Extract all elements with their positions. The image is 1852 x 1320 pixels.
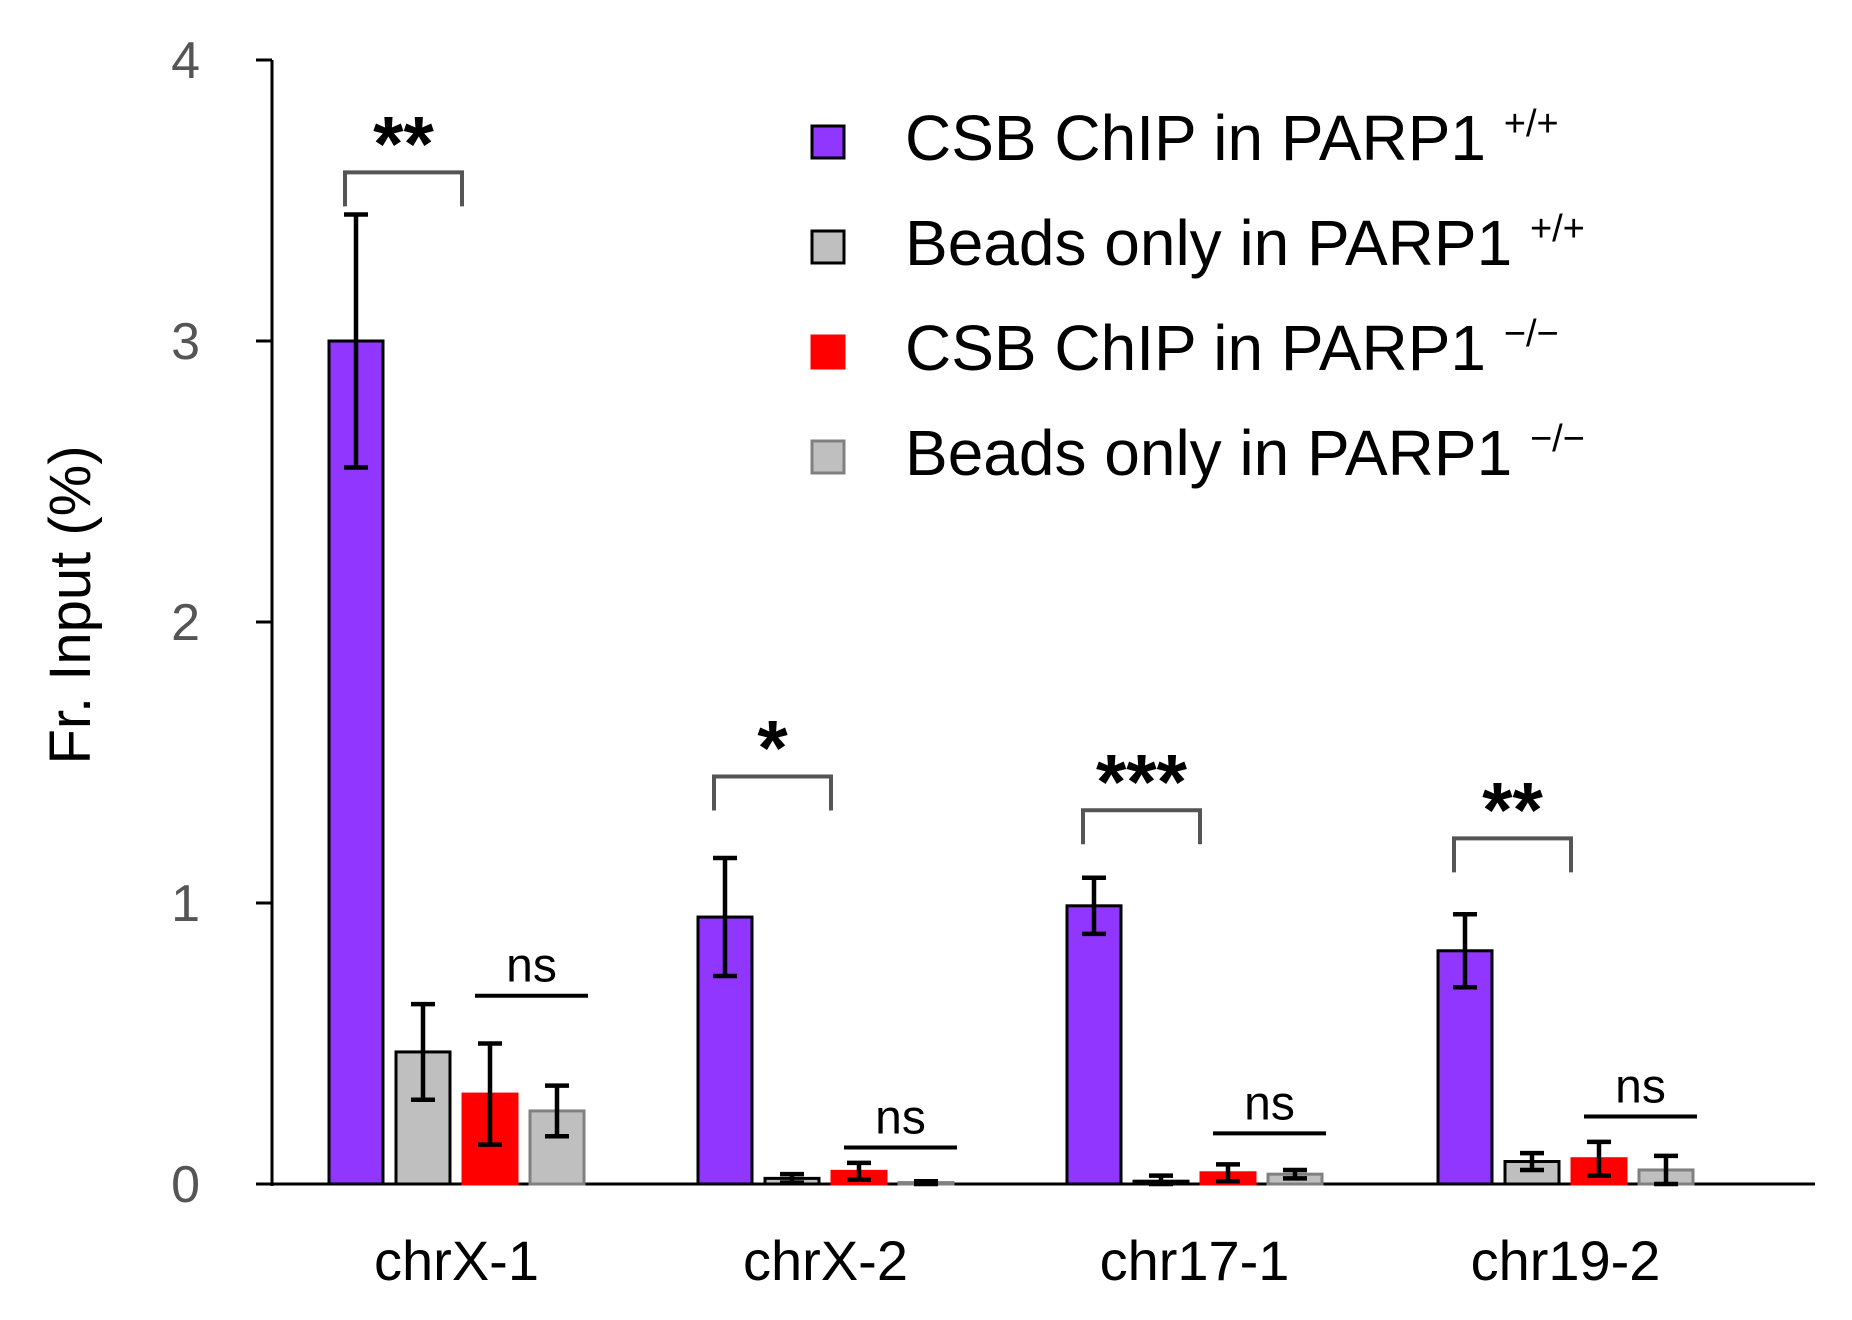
legend-superscript: −/−	[1504, 313, 1559, 355]
ns-label: ns	[1244, 1077, 1295, 1130]
y-tick-label: 1	[171, 875, 200, 933]
significance-stars: ***	[1096, 737, 1188, 825]
x-category-label: chrX-1	[374, 1229, 539, 1292]
significance-bracket	[343, 170, 464, 207]
legend-superscript: −/−	[1530, 418, 1585, 460]
legend-label: CSB ChIP in PARP1 −/−	[905, 312, 1559, 384]
significance-bracket	[1081, 808, 1202, 845]
axes: 0 1 2 3 4 chrX-1 chrX-2 chr17-1 chr19-2	[171, 32, 1815, 1292]
y-tick-label: 4	[171, 32, 200, 90]
x-category-label: chr19-2	[1471, 1229, 1661, 1292]
legend-superscript: +/+	[1504, 103, 1559, 145]
significance-bracket	[1452, 836, 1573, 873]
significance-stars: *	[757, 704, 788, 792]
legend: CSB ChIP in PARP1 +/+ Beads only in PARP1…	[810, 102, 1585, 489]
significance-stars: **	[373, 99, 434, 187]
y-axis-label: Fr. Input (%)	[38, 445, 103, 764]
y-tick-label: 2	[171, 594, 200, 652]
legend-label: Beads only in PARP1 −/−	[905, 417, 1585, 489]
error-bars	[344, 212, 1678, 1187]
legend-label: Beads only in PARP1 +/+	[905, 207, 1585, 279]
ns-label: ns	[1615, 1061, 1666, 1114]
ns-label: ns	[875, 1091, 926, 1144]
ns-label: ns	[506, 940, 557, 993]
legend-superscript: +/+	[1530, 208, 1585, 250]
legend-swatch	[810, 229, 846, 265]
y-tick-label: 0	[171, 1156, 200, 1214]
legend-label: CSB ChIP in PARP1 +/+	[905, 102, 1559, 174]
x-category-label: chr17-1	[1100, 1229, 1290, 1292]
significance-bracket	[712, 774, 833, 811]
bar	[1436, 949, 1494, 1186]
legend-swatch	[810, 334, 846, 370]
significance-annotations: ** ns * ns *** ns ** ns	[343, 99, 1697, 1150]
significance-stars: **	[1482, 765, 1543, 853]
bar	[1065, 904, 1123, 1186]
y-tick-label: 3	[171, 313, 200, 371]
legend-swatch	[810, 439, 846, 475]
legend-swatch	[810, 124, 846, 160]
x-category-label: chrX-2	[743, 1229, 908, 1292]
